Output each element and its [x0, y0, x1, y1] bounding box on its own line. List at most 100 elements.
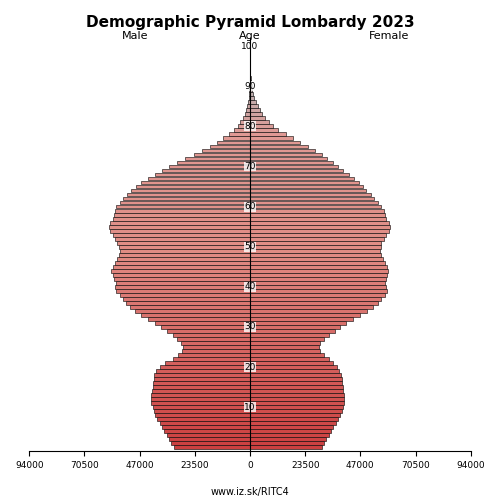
Bar — [250, 208, 384, 212]
Bar — [152, 389, 250, 393]
Bar — [250, 389, 344, 393]
Bar — [250, 349, 320, 353]
Bar — [248, 100, 250, 104]
Bar — [250, 333, 328, 337]
Bar — [116, 281, 250, 284]
Bar — [250, 233, 386, 236]
Bar — [250, 277, 386, 280]
Bar — [250, 281, 385, 284]
Bar — [250, 345, 320, 349]
Bar — [135, 309, 250, 313]
Bar — [250, 430, 331, 433]
Bar — [120, 293, 250, 296]
Bar — [250, 265, 388, 268]
Bar — [250, 116, 266, 120]
Bar — [115, 208, 250, 212]
Bar — [250, 309, 368, 313]
Bar — [166, 361, 250, 365]
Bar — [148, 176, 250, 180]
Bar — [155, 414, 250, 417]
Bar — [250, 156, 328, 160]
Bar — [250, 148, 314, 152]
Bar — [250, 249, 380, 252]
Bar — [242, 116, 250, 120]
Bar — [250, 136, 294, 140]
Bar — [182, 349, 250, 353]
Bar — [141, 313, 250, 317]
Bar — [250, 92, 253, 96]
Bar — [115, 285, 250, 288]
Bar — [250, 393, 344, 397]
Bar — [240, 120, 250, 124]
Bar — [250, 257, 382, 260]
Bar — [152, 405, 250, 409]
Bar — [250, 204, 382, 208]
Bar — [130, 305, 250, 309]
Bar — [172, 333, 250, 337]
Bar — [250, 297, 382, 301]
Bar — [250, 176, 354, 180]
Text: 40: 40 — [244, 282, 256, 292]
Bar — [250, 88, 252, 92]
Bar — [250, 273, 388, 276]
Bar — [250, 220, 388, 224]
Bar — [132, 188, 250, 192]
Bar — [118, 257, 250, 260]
Bar — [250, 245, 381, 248]
Bar — [152, 385, 250, 389]
Bar — [250, 132, 286, 136]
Bar — [160, 422, 250, 425]
Bar — [178, 353, 250, 357]
Bar — [250, 261, 385, 264]
Bar — [172, 442, 250, 445]
Bar — [250, 253, 382, 256]
Bar — [250, 321, 346, 325]
Bar — [162, 168, 250, 172]
Bar — [250, 329, 334, 333]
Bar — [115, 237, 250, 240]
Bar — [136, 184, 250, 188]
Bar — [250, 84, 252, 88]
Bar — [120, 249, 250, 252]
Bar — [112, 265, 250, 268]
Text: 60: 60 — [244, 202, 256, 211]
Bar — [238, 124, 250, 128]
Bar — [250, 361, 334, 365]
Bar — [250, 305, 374, 309]
Bar — [250, 237, 384, 240]
Bar — [250, 200, 378, 204]
Bar — [250, 144, 308, 148]
Bar — [202, 148, 250, 152]
Bar — [250, 224, 390, 228]
Bar — [172, 357, 250, 361]
Bar — [118, 253, 250, 256]
Bar — [162, 426, 250, 429]
Bar — [250, 172, 348, 176]
Bar — [186, 156, 250, 160]
Bar — [180, 341, 250, 345]
Bar — [250, 317, 354, 321]
Text: 100: 100 — [242, 42, 258, 50]
Bar — [177, 337, 250, 341]
Bar — [250, 269, 388, 272]
Text: 10: 10 — [244, 402, 256, 411]
Bar — [250, 341, 320, 345]
Bar — [118, 245, 250, 248]
Bar — [250, 410, 342, 413]
Bar — [250, 96, 254, 100]
Bar — [250, 160, 334, 164]
Bar — [250, 285, 386, 288]
Bar — [250, 192, 371, 196]
Bar — [250, 325, 340, 329]
Bar — [250, 397, 344, 401]
Bar — [154, 410, 250, 413]
Bar — [161, 325, 250, 329]
Bar — [250, 112, 262, 116]
Text: 70: 70 — [244, 162, 256, 171]
Bar — [152, 401, 250, 405]
Bar — [250, 124, 273, 128]
Bar — [250, 164, 338, 168]
Bar — [250, 104, 258, 108]
Bar — [250, 180, 359, 184]
Bar — [250, 128, 278, 132]
